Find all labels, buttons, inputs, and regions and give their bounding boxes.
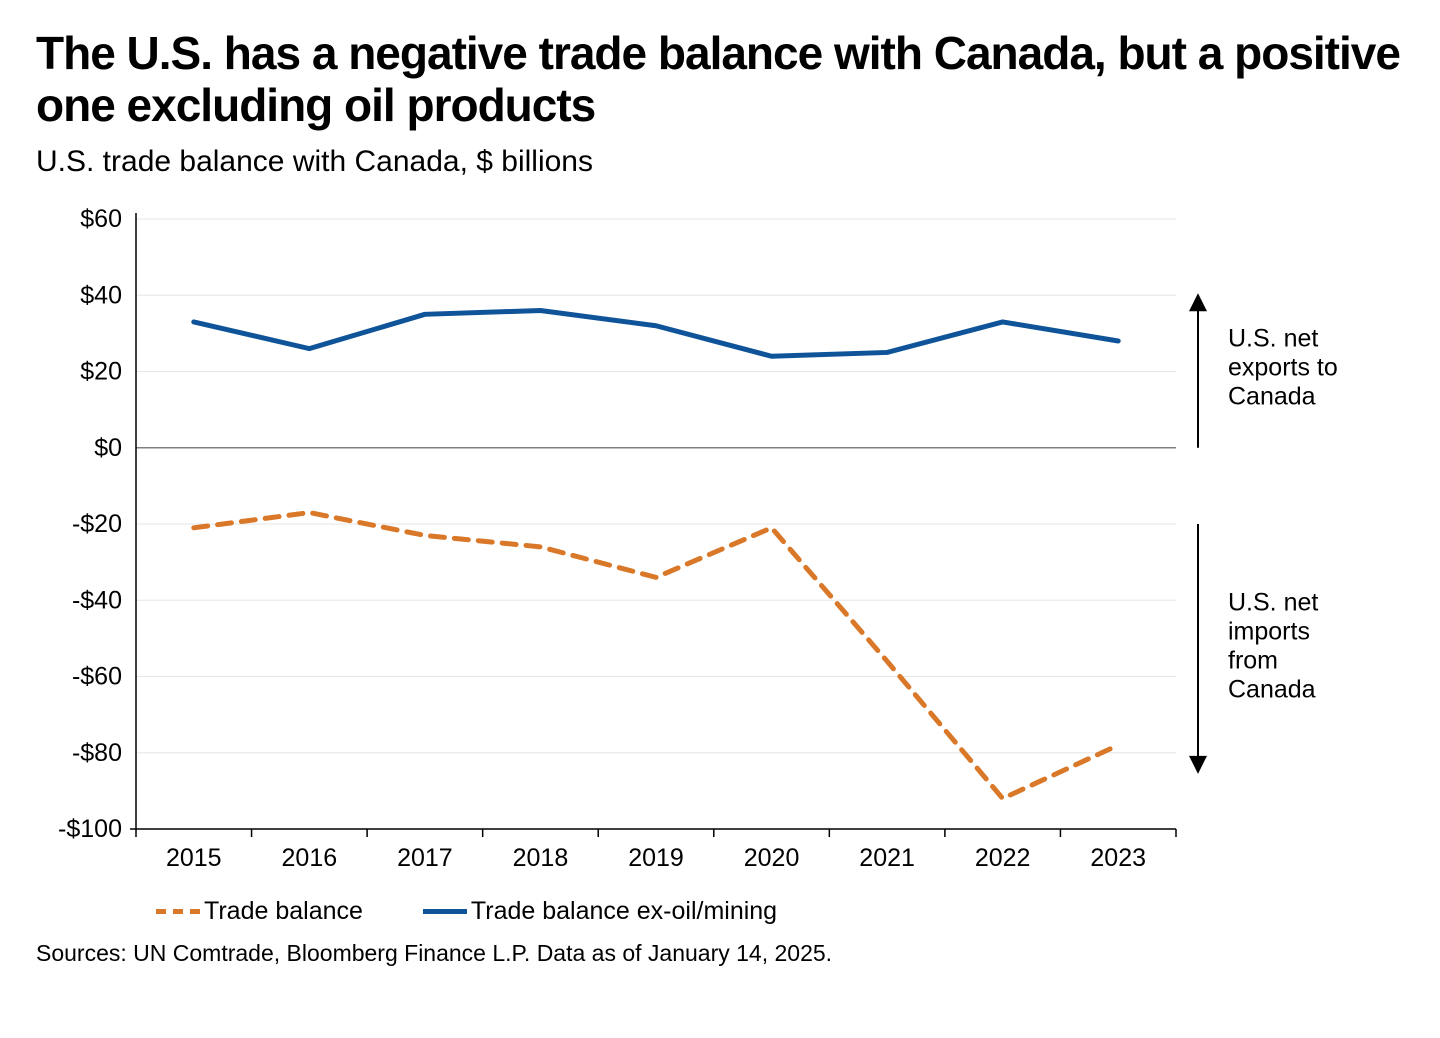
exports-annotation: exports to	[1228, 354, 1338, 382]
y-tick-label: $60	[80, 205, 122, 233]
legend: Trade balance Trade balance ex-oil/minin…	[156, 897, 1404, 926]
y-tick-label: -$40	[72, 586, 122, 614]
y-tick-label: -$20	[72, 510, 122, 538]
x-tick-label: 2016	[282, 844, 338, 872]
x-tick-label: 2019	[628, 844, 684, 872]
arrow-down-icon	[1189, 756, 1207, 774]
line-chart: $60 $40 $20 $0 -$20 -$40 -$60 -$80 -$100 2015 2016…	[36, 189, 1404, 889]
y-tick-label: $0	[94, 434, 122, 462]
y-tick-label: $40	[80, 281, 122, 309]
imports-annotation: imports	[1228, 617, 1310, 645]
exports-annotation: U.S. net	[1228, 325, 1318, 353]
x-tick-label: 2023	[1090, 844, 1146, 872]
x-tick-label: 2020	[744, 844, 800, 872]
legend-item-ex-oil: Trade balance ex-oil/mining	[423, 897, 777, 926]
legend-swatch-trade-balance	[156, 906, 200, 917]
y-tick-label: -$80	[72, 739, 122, 767]
chart-subtitle: U.S. trade balance with Canada, $ billio…	[36, 145, 1404, 179]
y-tick-label: -$100	[58, 815, 122, 843]
x-tick-label: 2015	[166, 844, 222, 872]
legend-label: Trade balance ex-oil/mining	[471, 897, 777, 926]
exports-annotation: Canada	[1228, 383, 1316, 411]
y-tick-label: -$60	[72, 663, 122, 691]
legend-label: Trade balance	[204, 897, 363, 926]
chart-area: $60 $40 $20 $0 -$20 -$40 -$60 -$80 -$100 2015 2016…	[36, 189, 1404, 889]
legend-swatch-ex-oil	[423, 906, 467, 917]
x-tick-label: 2017	[397, 844, 453, 872]
legend-item-trade-balance: Trade balance	[156, 897, 363, 926]
series-trade_balance	[194, 513, 1118, 799]
imports-annotation: Canada	[1228, 675, 1316, 703]
imports-annotation: from	[1228, 646, 1278, 674]
x-tick-label: 2022	[975, 844, 1031, 872]
x-tick-label: 2018	[513, 844, 569, 872]
chart-title: The U.S. has a negative trade balance wi…	[36, 28, 1404, 131]
series-trade_balance_ex_oil	[194, 311, 1118, 357]
x-tick-label: 2021	[859, 844, 915, 872]
y-tick-label: $20	[80, 358, 122, 386]
imports-annotation: U.S. net	[1228, 588, 1318, 616]
arrow-up-icon	[1189, 293, 1207, 311]
source-text: Sources: UN Comtrade, Bloomberg Finance …	[36, 940, 1404, 967]
